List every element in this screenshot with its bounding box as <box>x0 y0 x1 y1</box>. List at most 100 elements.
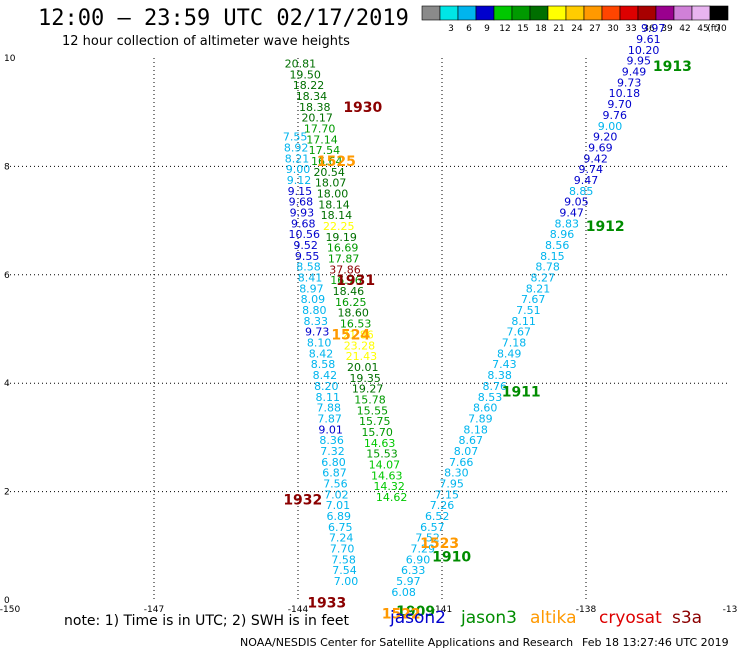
wave-height-label: 18.60 <box>337 307 369 320</box>
y-tick-label: 4 <box>4 379 10 389</box>
wave-height-label: 19.35 <box>349 372 381 385</box>
wave-height-label: 9.61 <box>636 33 661 46</box>
wave-height-label: 9.76 <box>603 109 628 122</box>
colorbar-label: 12 <box>499 24 510 34</box>
wave-height-label: 7.55 <box>283 131 308 144</box>
pass-time-label: 1522 <box>382 607 421 623</box>
wave-height-label: 8.92 <box>284 141 309 154</box>
wave-height-label: 7.70 <box>330 543 355 556</box>
colorbar-label: 24 <box>571 24 583 34</box>
wave-height-label: 9.47 <box>574 174 599 187</box>
wave-height-label: 9.01 <box>318 423 343 436</box>
wave-height-label: 15.53 <box>366 448 398 461</box>
colorbar-label: 30 <box>607 24 619 34</box>
colorbar-label: 27 <box>589 24 600 34</box>
wave-height-label: 17.14 <box>306 133 338 146</box>
wave-height-label: 8.11 <box>511 315 536 328</box>
wave-height-label: 8.58 <box>311 358 336 371</box>
wave-height-label: 14.32 <box>373 480 405 493</box>
grid <box>10 58 730 600</box>
wave-height-label: 14.07 <box>369 459 401 472</box>
wave-height-label: 9.05 <box>564 196 589 209</box>
wave-height-label: 14.62 <box>376 491 408 504</box>
wave-height-label: 6.87 <box>322 467 347 480</box>
wave-height-label: 9.20 <box>593 131 618 144</box>
x-tick-label: -147 <box>144 605 164 615</box>
wave-height-label: 8.80 <box>302 304 327 317</box>
colorbar-label: 42 <box>679 24 690 34</box>
footer-credit: NOAA/NESDIS Center for Satellite Applica… <box>240 636 573 649</box>
wave-height-label: 9.00 <box>286 163 311 176</box>
colorbar-label: 36 <box>643 24 655 34</box>
wave-height-label: 6.52 <box>425 510 450 523</box>
wave-height-label: 8.41 <box>298 272 323 285</box>
wave-height-label: 7.88 <box>316 402 341 415</box>
y-tick-label: 0 <box>4 596 10 606</box>
wave-height-label: 7.32 <box>320 445 345 458</box>
wave-height-label: 8.76 <box>483 380 508 393</box>
pass-time-label: 1525 <box>317 154 356 170</box>
wave-height-label: 15.75 <box>359 415 391 428</box>
wave-height-label: 9.55 <box>295 250 320 263</box>
wave-height-label: 9.68 <box>291 217 316 230</box>
wave-height-label: 16.64 <box>311 155 343 168</box>
wave-height-label: 10.20 <box>628 44 660 57</box>
wave-height-label: 7.67 <box>521 293 546 306</box>
wave-height-label: 9.42 <box>583 152 608 165</box>
wave-height-label: 18.14 <box>318 198 350 211</box>
colorbar-unit: (ft) <box>707 24 721 34</box>
wave-height-label: 7.51 <box>516 304 541 317</box>
series-track: 20.8119.5018.2218.3418.3820.1717.7017.14… <box>285 57 408 504</box>
wave-height-label: 19.50 <box>289 68 321 81</box>
wave-height-label: 9.73 <box>617 76 642 89</box>
wave-height-label: 8.18 <box>463 423 488 436</box>
wave-height-label: 7.18 <box>502 337 527 350</box>
wave-height-label: 9.74 <box>579 163 604 176</box>
colorbar: 3 6 9 12 15 18 21 24 27 30 33 36 39 42 45 70(ft) <box>421 5 729 34</box>
series-track: 7.007.547.587.707.246.756.897.017.027.56… <box>283 131 358 588</box>
wave-height-label: 9.73 <box>305 326 330 339</box>
colorbar-label: 45 <box>697 24 708 34</box>
wave-height-label: 16.76 <box>330 274 362 287</box>
wave-height-label: 8.67 <box>459 434 484 447</box>
wave-height-label: 9.12 <box>287 174 312 187</box>
legend-satellite-s3a: s3a <box>672 608 702 628</box>
wave-height-label: 8.21 <box>285 152 310 165</box>
wave-height-label: 8.42 <box>309 347 334 360</box>
series-track: 6.085.976.336.907.297.526.576.527.267.15… <box>391 22 665 599</box>
wave-height-label: 18.07 <box>315 177 347 190</box>
x-tick-label: -13 <box>723 605 738 615</box>
wave-height-label: 5.97 <box>396 575 421 588</box>
wave-height-label: 17.87 <box>328 253 360 266</box>
wave-height-label: 10.18 <box>609 87 641 100</box>
footer-timestamp: Feb 18 13:27:46 UTC 2019 <box>582 636 729 649</box>
wave-height-label: 21.86 <box>342 328 374 341</box>
wave-height-label: 20.17 <box>301 112 333 125</box>
legend-satellite-jason2: jason2 <box>389 608 446 628</box>
pass-time-label: 1932 <box>283 493 322 509</box>
wave-height-label: 7.54 <box>332 564 357 577</box>
wave-height-label: 9.93 <box>290 206 315 219</box>
y-tick-label: 6 <box>4 271 10 281</box>
wave-height-label: 8.30 <box>444 467 469 480</box>
wave-height-label: 8.27 <box>531 272 556 285</box>
wave-height-label: 7.52 <box>415 532 440 545</box>
wave-height-label: 18.34 <box>296 90 328 103</box>
colorbar-label: 39 <box>661 24 673 34</box>
wave-height-label: 23.28 <box>344 339 376 352</box>
wave-height-label: 7.26 <box>430 499 455 512</box>
colorbar-label: 15 <box>517 24 528 34</box>
wave-height-label: 16.53 <box>340 318 372 331</box>
wave-height-label: 20.01 <box>347 361 379 374</box>
wave-height-label: 14.63 <box>364 437 396 450</box>
wave-height-label: 8.85 <box>569 185 594 198</box>
wave-height-label: 18.38 <box>299 101 331 114</box>
wave-height-label: 20.81 <box>285 57 317 70</box>
colorbar-label: 70 <box>715 24 727 34</box>
colorbar-label: 33 <box>625 24 636 34</box>
colorbar-label: 21 <box>553 24 564 34</box>
wave-height-label: 8.33 <box>304 315 329 328</box>
wave-height-label: 20.54 <box>313 166 345 179</box>
wave-height-label: 14.63 <box>371 469 403 482</box>
